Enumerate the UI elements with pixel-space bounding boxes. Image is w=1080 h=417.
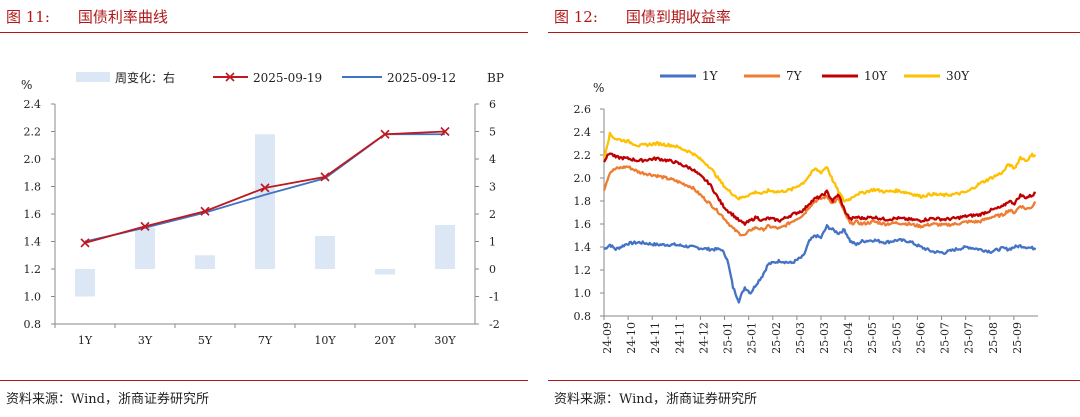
right-y-tick-label: 0 bbox=[489, 263, 496, 276]
legend-label-7Y: 7Y bbox=[786, 69, 803, 83]
series-marker-2025-09-19 bbox=[140, 221, 150, 231]
x-tick-label: 24-10 bbox=[625, 322, 638, 354]
figure-12-panel: 图 12: 国债到期收益率 2.6 2.4 2.2 2.0 1.8 1.6 1.4 1.2 1.0… bbox=[548, 0, 1080, 417]
x-tick-label: 25-07 bbox=[939, 322, 952, 354]
y-tick-label: 2.0 bbox=[574, 172, 592, 185]
weekly-change-bar bbox=[435, 225, 455, 269]
right-y-tick-label: 4 bbox=[489, 153, 496, 166]
series-marker-2025-09-19 bbox=[320, 172, 330, 182]
weekly-change-bar bbox=[75, 269, 95, 297]
legend-line1-label: 2025-09-19 bbox=[253, 71, 322, 85]
x-tick-label: 24-11 bbox=[649, 322, 662, 354]
left-y-tick-label: 1.0 bbox=[24, 291, 42, 304]
right-y-tick-label: 3 bbox=[489, 181, 496, 194]
figure-11-number: 图 11: bbox=[6, 8, 50, 26]
figure-12-bottom-rule bbox=[548, 380, 1080, 381]
right-y-tick-label: -1 bbox=[489, 291, 500, 304]
x-tick-label: 25-08 bbox=[987, 322, 1000, 354]
figure-11-caption: 国债利率曲线 bbox=[77, 8, 168, 26]
right-y-unit: BP bbox=[487, 71, 504, 85]
legend-line2-label: 2025-09-12 bbox=[387, 71, 456, 85]
x-tick-label: 24-12 bbox=[697, 322, 710, 354]
right-y-tick-label: -2 bbox=[489, 318, 500, 331]
weekly-change-bar bbox=[255, 134, 275, 269]
x-tick-label: 24-11 bbox=[673, 322, 686, 354]
figure-12-source: 资料来源：Wind，浙商证券研究所 bbox=[554, 392, 757, 407]
left-y-tick-label: 2.2 bbox=[24, 126, 42, 139]
x-tick-label: 25-03 bbox=[794, 322, 807, 354]
figure-12-caption: 国债到期收益率 bbox=[625, 8, 731, 26]
series-marker-2025-09-19 bbox=[200, 206, 210, 216]
x-tick-label: 20Y bbox=[374, 334, 396, 347]
series-marker-2025-09-19 bbox=[260, 183, 270, 193]
weekly-change-bar bbox=[375, 269, 395, 275]
x-tick-label: 5Y bbox=[198, 334, 213, 347]
x-tick-label: 30Y bbox=[434, 334, 456, 347]
legend-label-30Y: 30Y bbox=[946, 69, 970, 83]
x-tick-label: 25-03 bbox=[818, 322, 831, 354]
left-y-tick-label: 2.4 bbox=[24, 98, 42, 111]
weekly-change-bar bbox=[315, 236, 335, 269]
y-tick-label: 1.4 bbox=[574, 241, 592, 254]
right-y-tick-label: 5 bbox=[489, 126, 496, 139]
y-tick-label: 1.2 bbox=[574, 264, 592, 277]
y-tick-label: 2.2 bbox=[574, 149, 592, 162]
figure-11-title: 图 11: 国债利率曲线 bbox=[6, 6, 168, 27]
figure-11-bottom-rule bbox=[0, 380, 528, 381]
figure-12-number: 图 12: bbox=[554, 8, 598, 26]
yield-curve-chart: 2.4 2.2 2.0 1.8 1.6 1.4 1.2 1.0 0.8 6 5 4 3 2 1 0 -1 -2 1Y… bbox=[21, 70, 504, 347]
series-marker-2025-09-19 bbox=[440, 126, 450, 137]
figure-11-top-rule bbox=[0, 32, 528, 33]
y-unit: % bbox=[593, 81, 604, 95]
left-y-tick-label: 0.8 bbox=[24, 318, 42, 331]
x-tick-label: 25-02 bbox=[770, 322, 783, 354]
y-tick-label: 2.6 bbox=[574, 103, 592, 116]
x-tick-label: 25-05 bbox=[890, 322, 903, 354]
left-y-tick-label: 1.2 bbox=[24, 263, 42, 276]
series-marker-2025-09-19 bbox=[380, 129, 390, 139]
left-y-tick-label: 2.0 bbox=[24, 153, 42, 166]
left-y-tick-label: 1.6 bbox=[24, 208, 42, 221]
left-y-unit: % bbox=[21, 78, 32, 92]
x-tick-label: 25-09 bbox=[1011, 322, 1024, 354]
series-line-7Y bbox=[602, 165, 1037, 237]
left-y-tick-label: 1.8 bbox=[24, 181, 42, 194]
legend-label-10Y: 10Y bbox=[864, 69, 888, 83]
right-y-tick-label: 2 bbox=[489, 208, 496, 221]
figure-11-panel: 图 11: 国债利率曲线 2.4 2.2 2.0 1.8 1.6 1.4 1.2 1.0 0.8 6… bbox=[0, 0, 528, 417]
weekly-change-bar bbox=[135, 227, 155, 269]
y-tick-label: 1.8 bbox=[574, 195, 592, 208]
x-tick-label: 25-01 bbox=[722, 322, 735, 354]
series-line-10Y bbox=[603, 152, 1037, 226]
y-tick-label: 1.6 bbox=[574, 218, 592, 231]
series-marker-2025-09-19 bbox=[80, 238, 90, 248]
series-line-30Y bbox=[602, 131, 1037, 203]
x-tick-label: 1Y bbox=[78, 334, 93, 347]
x-tick-label: 25-04 bbox=[842, 322, 855, 354]
y-tick-label: 2.4 bbox=[574, 126, 592, 139]
figure-12-title: 图 12: 国债到期收益率 bbox=[554, 6, 731, 27]
x-tick-label: 25-05 bbox=[866, 322, 879, 354]
figure-12-top-rule bbox=[548, 32, 1080, 33]
y-tick-label: 0.8 bbox=[574, 310, 592, 323]
x-tick-label: 25-07 bbox=[963, 322, 976, 354]
left-y-tick-label: 1.4 bbox=[24, 236, 42, 249]
x-tick-label: 24-09 bbox=[601, 322, 614, 354]
y-tick-label: 1.0 bbox=[574, 287, 592, 300]
figure-11-source: 资料来源：Wind，浙商证券研究所 bbox=[6, 392, 209, 407]
yield-timeseries-chart: 2.6 2.4 2.2 2.0 1.8 1.6 1.4 1.2 1.0 0.8% 24-09 24-1… bbox=[574, 69, 1038, 354]
series-line-1Y bbox=[603, 224, 1037, 304]
x-tick-label: 10Y bbox=[314, 334, 336, 347]
legend-line1-marker bbox=[225, 72, 235, 82]
x-tick-label: 3Y bbox=[138, 334, 153, 347]
x-tick-label: 25-06 bbox=[914, 322, 927, 354]
legend-label-1Y: 1Y bbox=[702, 69, 719, 83]
legend-bar-label: 周变化：右 bbox=[115, 70, 175, 85]
weekly-change-bar bbox=[195, 255, 215, 269]
x-tick-label: 7Y bbox=[258, 334, 273, 347]
right-y-tick-label: 1 bbox=[489, 236, 496, 249]
legend-bar-swatch bbox=[76, 72, 110, 82]
right-y-tick-label: 6 bbox=[489, 98, 496, 111]
x-tick-label: 25-01 bbox=[746, 322, 759, 354]
